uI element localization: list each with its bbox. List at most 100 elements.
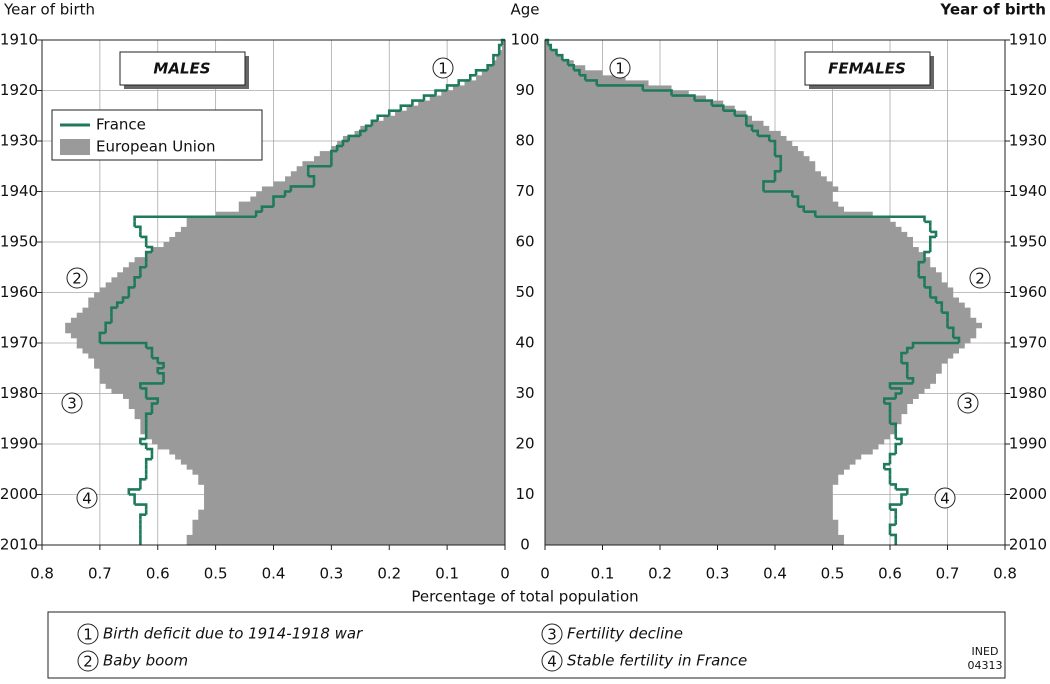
france-line bbox=[128, 493, 136, 500]
eu-bar bbox=[545, 95, 706, 101]
eu-bar bbox=[502, 45, 505, 51]
eu-bar bbox=[169, 236, 505, 243]
eu-bar bbox=[545, 454, 862, 460]
eu-bar bbox=[65, 322, 506, 329]
france-line bbox=[150, 402, 158, 409]
eu-bar bbox=[123, 267, 506, 273]
eu-bar bbox=[354, 130, 505, 137]
eu-bar bbox=[238, 201, 505, 208]
france-line bbox=[798, 205, 806, 212]
eu-bar bbox=[545, 146, 798, 152]
x-tick-label: 0.6 bbox=[878, 565, 902, 583]
marker-number: 3 bbox=[963, 395, 973, 413]
x-tick-label: 0.2 bbox=[648, 565, 672, 583]
eu-bar bbox=[342, 135, 505, 142]
france-line bbox=[411, 99, 424, 106]
france-line bbox=[139, 513, 147, 520]
eu-bar bbox=[70, 317, 505, 324]
note-text: Fertility decline bbox=[567, 625, 683, 643]
france-line bbox=[146, 397, 160, 404]
eu-bar bbox=[545, 216, 890, 223]
year-tick-label: 1990 bbox=[0, 435, 38, 453]
france-line bbox=[376, 114, 390, 121]
eu-bar bbox=[441, 90, 505, 96]
eu-bar bbox=[360, 125, 505, 132]
eu-bar bbox=[545, 196, 833, 202]
legend-label: European Union bbox=[96, 138, 216, 156]
france-line bbox=[127, 286, 135, 293]
panel-label-box bbox=[119, 51, 246, 86]
eu-bar bbox=[175, 231, 506, 238]
eu-bar bbox=[198, 479, 505, 485]
france-line bbox=[746, 124, 754, 131]
eu-bar bbox=[545, 438, 885, 445]
eu-bar bbox=[134, 408, 505, 415]
eu-bar bbox=[105, 282, 505, 288]
eu-bar bbox=[261, 186, 505, 192]
year-tick-label: 2010 bbox=[0, 536, 38, 554]
year-tick-label: 1970 bbox=[0, 334, 38, 352]
age-tick-label: 100 bbox=[511, 31, 540, 49]
eu-bar bbox=[238, 206, 505, 213]
x-tick-label: 0.3 bbox=[319, 565, 343, 583]
eu-bar bbox=[204, 494, 506, 500]
eu-bar bbox=[128, 403, 505, 410]
eu-bar bbox=[545, 70, 603, 76]
eu-bar bbox=[180, 226, 505, 233]
eu-bar bbox=[545, 45, 551, 51]
france-line bbox=[923, 250, 931, 258]
eu-bar bbox=[88, 297, 506, 303]
year-tick-label: 1950 bbox=[0, 233, 38, 251]
eu-bar bbox=[99, 373, 505, 379]
eu-bar bbox=[302, 161, 505, 167]
france-line bbox=[550, 48, 558, 56]
eu-bar bbox=[545, 418, 902, 425]
france-line bbox=[900, 493, 908, 500]
france-line bbox=[894, 392, 902, 399]
france-line bbox=[941, 311, 949, 318]
age-tick-label: 50 bbox=[515, 283, 534, 301]
france-line bbox=[370, 119, 378, 126]
eu-bar bbox=[545, 489, 833, 495]
eu-bar bbox=[496, 55, 505, 61]
eu-bar bbox=[545, 373, 936, 379]
eu-bar bbox=[186, 539, 505, 546]
france-line bbox=[146, 447, 154, 455]
eu-bar bbox=[545, 130, 781, 137]
x-tick-label: 0.8 bbox=[30, 565, 54, 583]
marker-circle bbox=[61, 392, 83, 414]
eu-bar bbox=[545, 322, 982, 329]
france-line bbox=[486, 63, 494, 71]
france-line bbox=[803, 210, 817, 217]
eu-bar bbox=[331, 146, 505, 152]
eu-bar bbox=[204, 489, 506, 495]
eu-bar bbox=[545, 312, 971, 319]
france-line bbox=[773, 170, 781, 177]
france-line bbox=[157, 361, 165, 369]
france-line bbox=[146, 346, 154, 354]
eu-bar bbox=[204, 499, 506, 505]
france-line bbox=[134, 225, 142, 232]
france-line bbox=[573, 69, 581, 76]
eu-bar bbox=[186, 216, 505, 223]
year-tick-label: 1940 bbox=[0, 182, 38, 200]
eu-bar bbox=[429, 95, 505, 101]
eu-bar bbox=[545, 186, 839, 192]
france-line bbox=[127, 488, 141, 495]
france-line bbox=[890, 422, 898, 429]
eu-bar bbox=[545, 206, 844, 213]
eu-bar bbox=[545, 413, 902, 420]
eu-bar bbox=[134, 413, 505, 420]
eu-bar bbox=[545, 242, 913, 248]
france-line bbox=[905, 346, 913, 354]
legend-label: France bbox=[96, 116, 146, 134]
france-line bbox=[283, 190, 291, 197]
note-text: Birth deficit due to 1914-1918 war bbox=[103, 625, 363, 643]
france-line bbox=[890, 387, 903, 394]
eu-bar bbox=[175, 454, 506, 460]
eu-bar bbox=[545, 85, 672, 91]
france-line bbox=[289, 185, 315, 192]
eu-bar bbox=[186, 221, 505, 228]
france-line bbox=[723, 109, 737, 116]
france-line bbox=[882, 397, 896, 404]
